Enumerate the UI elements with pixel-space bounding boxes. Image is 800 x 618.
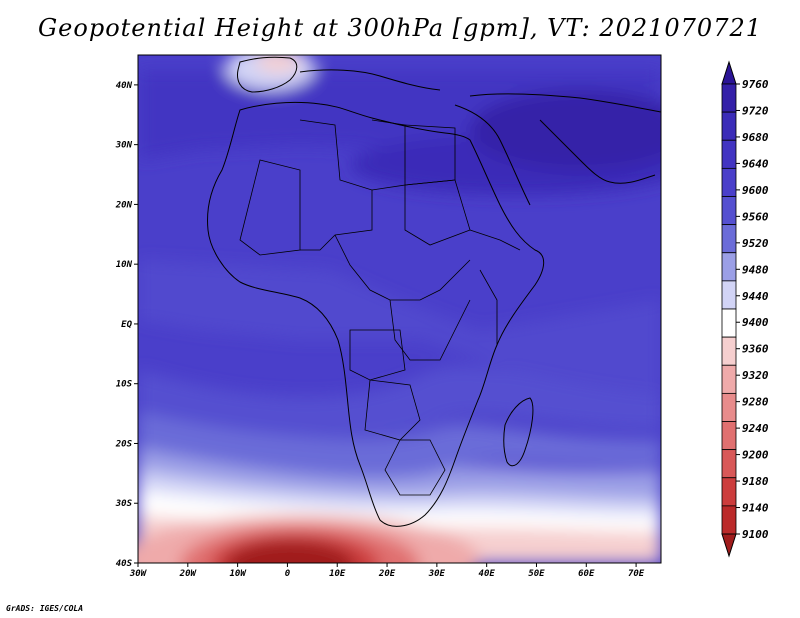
colorbar-box [721, 224, 737, 254]
lat-tick-label: 20S [115, 439, 133, 449]
colorbar-bottom-arrow [721, 533, 737, 558]
lon-tick-label: 10E [329, 569, 346, 579]
colorbar-label: 9760 [742, 78, 769, 91]
lon-tick-label: 60E [578, 569, 595, 579]
height-field [138, 55, 661, 563]
lon-tick-label: 0 [285, 569, 291, 579]
lon-tick-label: 10W [229, 569, 247, 579]
colorbar-label: 9200 [742, 449, 769, 462]
colorbar-box [721, 252, 737, 282]
lat-tick-label: 30N [115, 141, 133, 151]
colorbar-box [721, 477, 737, 507]
lon-tick-label: 50E [528, 569, 545, 579]
grads-credit: GrADS: IGES/COLA [6, 604, 84, 613]
colorbar-box [721, 196, 737, 226]
colorbar-label: 9360 [742, 343, 769, 356]
colorbar-top-arrow [721, 60, 737, 85]
colorbar-box [721, 167, 737, 197]
lon-tick-label: 20E [378, 569, 396, 579]
map-title: Geopotential Height at 300hPa [gpm], VT:… [38, 14, 762, 42]
plot-frame [137, 54, 662, 564]
colorbar-label: 9520 [742, 237, 769, 250]
colorbar-label: 9400 [742, 316, 769, 329]
colorbar-box [721, 336, 737, 366]
colorbar: 9760 9720 9680 9640 9600 9560 9520 9480 9440 9400… [721, 60, 769, 558]
colorbar-label: 9600 [742, 184, 769, 197]
latitude-axis: 40N 30N 20N 10N EQ 10S 20S 30S 40S [115, 81, 138, 569]
colorbar-label: 9680 [742, 131, 769, 144]
colorbar-box [721, 139, 737, 169]
longitude-axis: 30W 20W 10W 0 10E 20E 30E 40E 50E 60E 70E [129, 563, 645, 579]
colorbar-box [721, 280, 737, 310]
lon-tick-label: 70E [628, 569, 645, 579]
lon-tick-label: 30W [129, 569, 148, 579]
colorbar-box [721, 449, 737, 479]
colorbar-label: 9280 [742, 396, 769, 409]
lat-tick-label: 20N [115, 200, 133, 210]
colorbar-box [721, 392, 737, 422]
lon-tick-label: 20W [179, 569, 198, 579]
colorbar-label: 9240 [742, 422, 769, 435]
lat-tick-label: 10S [116, 380, 133, 390]
colorbar-label: 9140 [742, 502, 769, 515]
colorbar-label: 9440 [742, 290, 769, 303]
lon-tick-label: 30E [428, 569, 446, 579]
lat-tick-label: 40S [116, 559, 133, 569]
colorbar-label: 9640 [742, 157, 769, 170]
colorbar-label: 9320 [742, 369, 769, 382]
country-borders [239, 119, 521, 496]
colorbar-label: 9560 [742, 210, 769, 223]
lat-tick-label: 10N [116, 260, 133, 270]
lon-tick-label: 40E [479, 569, 496, 579]
colorbar-label: 9180 [742, 475, 769, 488]
colorbar-box [721, 421, 737, 451]
colorbar-label: 9480 [742, 263, 769, 276]
colorbar-box [721, 308, 737, 338]
colorbar-box [721, 364, 737, 394]
colorbar-box [721, 111, 737, 141]
coastlines [207, 56, 661, 527]
lat-tick-label: 40N [116, 81, 133, 91]
lat-tick-label: 30S [115, 499, 133, 509]
colorbar-label: 9720 [742, 104, 769, 117]
colorbar-box [721, 505, 737, 535]
colorbar-box [721, 83, 737, 113]
lat-tick-label: EQ [121, 320, 132, 330]
colorbar-label: 9100 [742, 528, 769, 541]
